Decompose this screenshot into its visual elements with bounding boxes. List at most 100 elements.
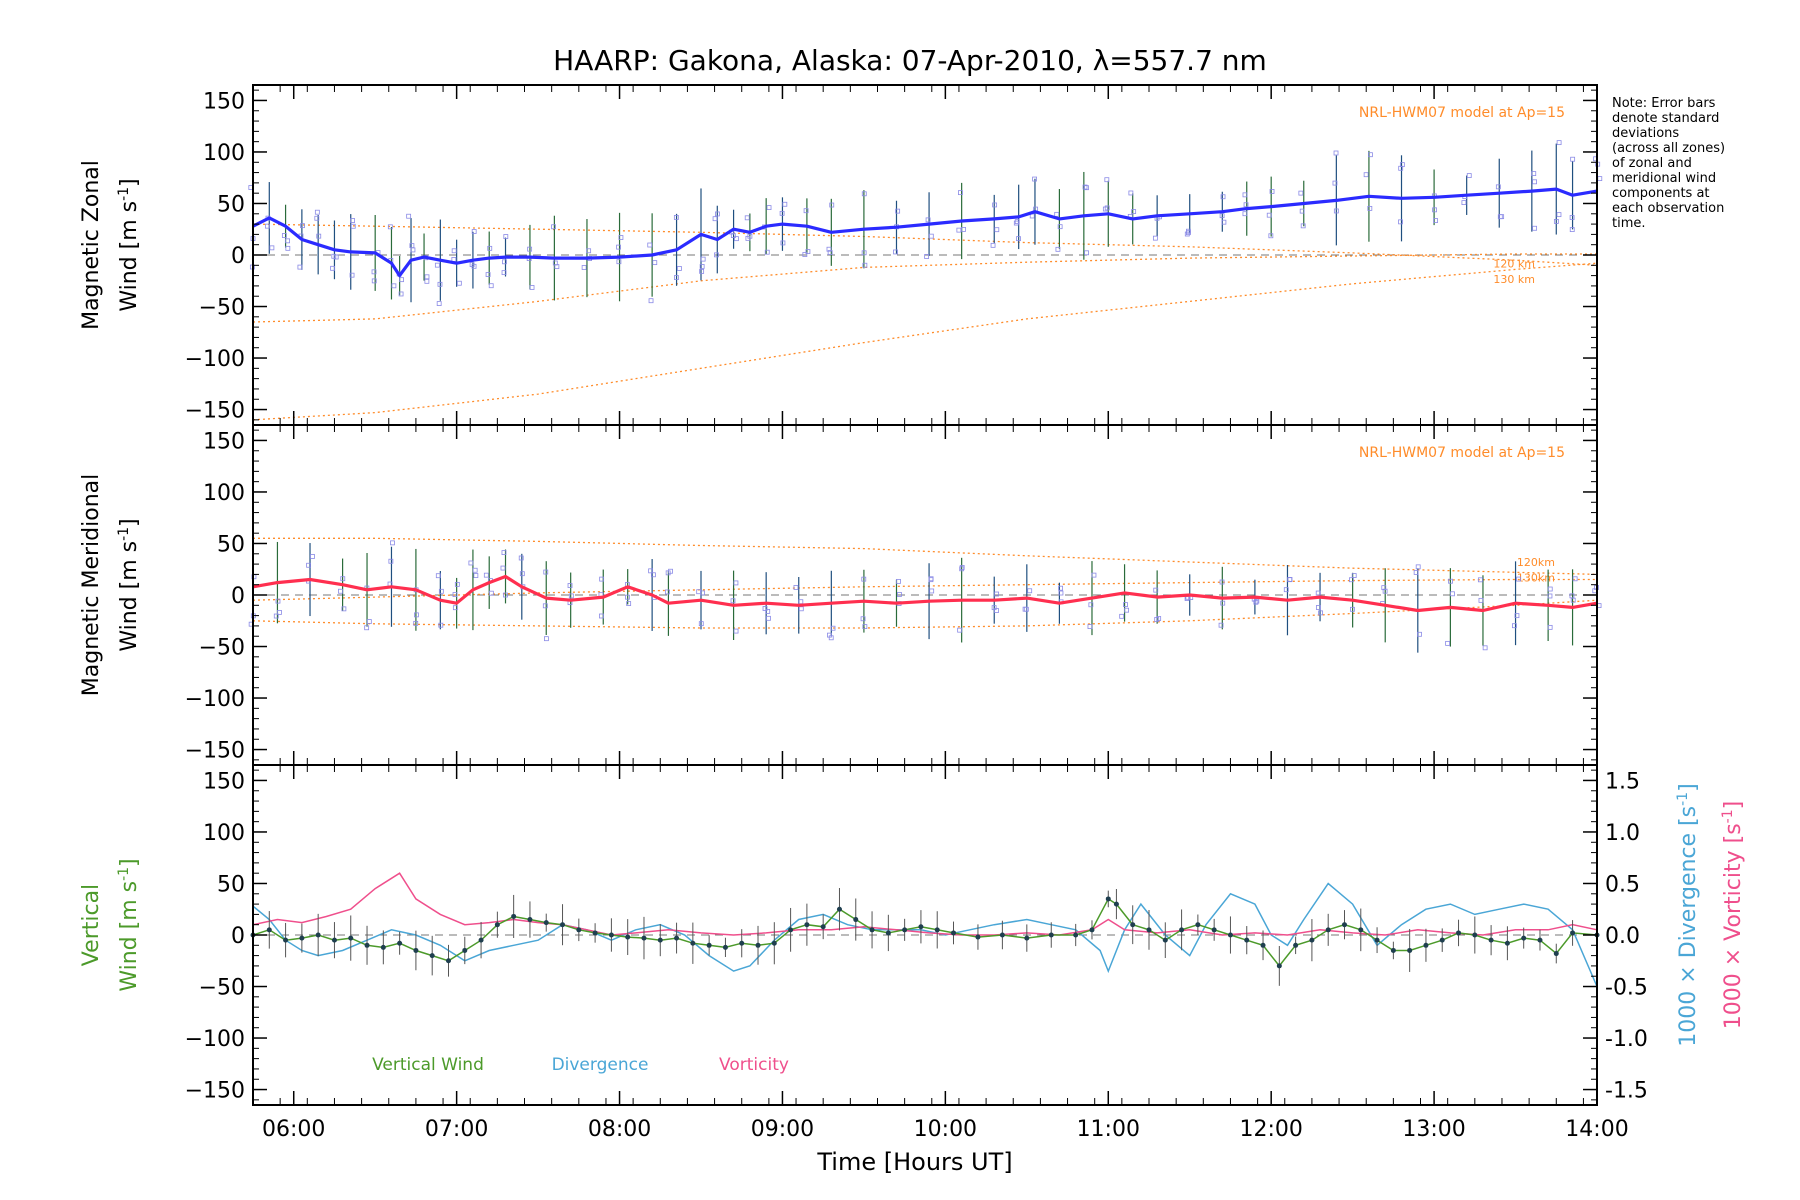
y-tick-label: −100 xyxy=(185,1027,245,1052)
note-line: (across all zones) xyxy=(1612,141,1725,156)
zone-point xyxy=(925,217,931,223)
zonal-ylabel: Magnetic Zonal Wind [m s-1] xyxy=(79,160,142,330)
vertical-wind-point xyxy=(1048,932,1054,938)
zone-point xyxy=(1027,588,1033,594)
zone-point xyxy=(1499,214,1505,220)
vertical-wind-point xyxy=(918,924,924,930)
vertical-wind-point xyxy=(1341,922,1347,928)
meridional-ylabel-line2: Wind [m s-1] xyxy=(116,518,142,651)
zone-point xyxy=(297,264,303,270)
y-tick-label: 100 xyxy=(203,141,245,166)
zone-point xyxy=(1219,213,1225,219)
vertical-wind-point xyxy=(527,917,533,923)
zone-point xyxy=(391,283,397,289)
right-tick-label: 1.0 xyxy=(1605,821,1640,846)
y-tick-label: 150 xyxy=(203,89,245,114)
y-tick-label: −50 xyxy=(199,296,245,321)
legend-item: Vorticity xyxy=(719,1055,789,1075)
vertical-wind-point xyxy=(592,930,598,936)
zone-point xyxy=(1054,211,1060,217)
zone-point xyxy=(1461,200,1467,206)
vorticity-line xyxy=(252,872,1598,936)
zone-point xyxy=(1087,624,1093,629)
vertical-wind-point xyxy=(885,930,891,936)
model-label: NRL-HWM07 model at Ap=15 xyxy=(1359,105,1565,121)
y-tick-label: 150 xyxy=(203,769,245,794)
chart-title: HAARP: Gakona, Alaska: 07-Apr-2010, λ=55… xyxy=(553,44,1267,77)
vertical-wind-point xyxy=(804,922,810,928)
zone-point xyxy=(438,588,444,594)
zone-point xyxy=(1570,156,1576,162)
zone-point xyxy=(860,616,866,622)
zone-point xyxy=(1333,150,1339,156)
meridional-ylabel-line1: Magnetic Meridional xyxy=(79,474,104,696)
zone-point xyxy=(929,588,935,594)
vertical-wind-point xyxy=(299,935,305,941)
vertical-wind-point xyxy=(706,942,712,948)
vertical-wind-point xyxy=(576,927,582,933)
zone-point xyxy=(1269,189,1275,194)
zone-point xyxy=(388,558,394,564)
zone-point xyxy=(1569,227,1575,233)
vertical-wind-point xyxy=(853,917,859,923)
zone-point xyxy=(651,572,656,578)
zone-point xyxy=(1572,576,1578,582)
vertical-wind-point xyxy=(364,942,370,948)
zone-point xyxy=(501,270,507,276)
zone-point xyxy=(1477,577,1483,583)
zone-point xyxy=(1450,591,1455,597)
vertical-wind-point xyxy=(755,942,761,948)
zone-point xyxy=(762,606,768,611)
zone-point xyxy=(1153,587,1159,593)
zone-point xyxy=(285,245,291,251)
zone-point xyxy=(1104,177,1110,183)
zone-point xyxy=(665,570,671,576)
vertical-wind-point xyxy=(511,913,517,919)
vertical-wind-point xyxy=(1456,930,1462,936)
vertical-wind-point xyxy=(657,937,663,943)
model-curve xyxy=(252,223,1598,266)
zone-point xyxy=(1123,602,1128,608)
zone-point xyxy=(275,598,281,604)
vertical-wind-point xyxy=(625,934,631,940)
vertical-wind-point xyxy=(1374,937,1380,943)
zone-point xyxy=(519,571,525,577)
model-level-label: 120km xyxy=(1517,556,1555,569)
zone-point xyxy=(994,227,1000,233)
zone-point xyxy=(782,201,788,207)
zone-point xyxy=(414,612,419,618)
zone-point xyxy=(715,211,720,217)
vertical-wind-point xyxy=(1179,927,1185,933)
zone-point xyxy=(766,615,771,621)
zonal-wind-line xyxy=(252,187,1598,278)
right-tick-label: -1.5 xyxy=(1605,1079,1648,1104)
vertical-wind-point xyxy=(1488,937,1494,943)
zone-point xyxy=(454,581,460,587)
zone-point xyxy=(698,621,704,627)
zone-point xyxy=(350,223,356,229)
zone-point xyxy=(264,223,270,229)
zone-point xyxy=(1315,590,1321,596)
vertical-wind-point xyxy=(478,937,484,943)
zone-point xyxy=(456,280,462,286)
zone-point xyxy=(696,589,702,595)
panel-meridional: NRL-HWM07 model at Ap=15 120km 130km −150 −1… xyxy=(185,424,1602,766)
zone-point xyxy=(502,259,507,265)
zone-point xyxy=(349,272,355,278)
zone-point xyxy=(340,576,346,582)
zone-point xyxy=(529,285,535,290)
model-level-label: 130 km xyxy=(1493,273,1535,286)
zone-point xyxy=(1531,171,1537,176)
zone-point xyxy=(472,567,478,573)
zone-point xyxy=(300,223,305,229)
zone-point xyxy=(1119,613,1125,619)
vertical-wind-point xyxy=(690,940,696,946)
divergence-line xyxy=(252,882,1598,987)
zone-point xyxy=(471,229,477,234)
zone-point xyxy=(281,233,287,238)
vertical-wind-point xyxy=(999,932,1005,938)
zone-point xyxy=(648,568,654,574)
zone-point xyxy=(1332,180,1338,186)
